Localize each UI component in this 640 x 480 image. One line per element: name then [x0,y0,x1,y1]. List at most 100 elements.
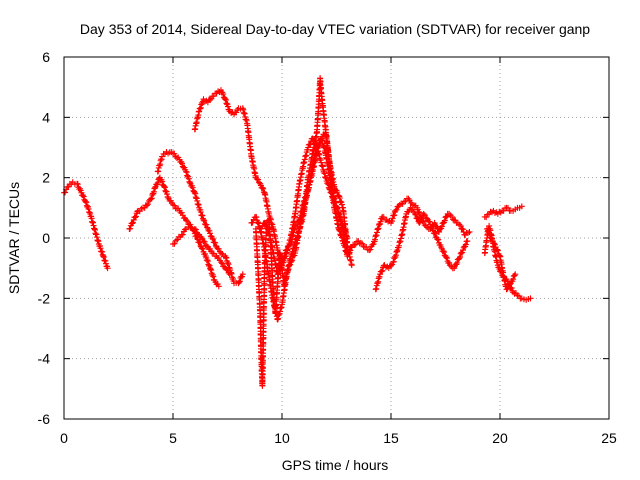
data-point-interp [304,188,311,195]
data-point-interp [262,220,269,227]
data-point-interp [484,211,491,218]
x-tick-label: 5 [169,430,177,446]
data-point-interp [431,230,438,237]
y-tick-label: -2 [38,290,51,306]
data-point-interp [189,184,196,191]
data-point-interp [233,279,240,286]
data-point-interp [224,266,231,273]
x-tick-label: 0 [60,430,68,446]
data-point-interp [265,226,272,233]
data-point-interp [440,248,447,255]
data-point-interp [237,105,244,112]
data-point-interp [465,229,472,236]
data-point-interp [491,241,498,248]
data-point-interp [334,189,341,196]
data-point-interp [275,270,282,277]
data-point-interp [412,202,419,209]
data-point-interp [420,218,427,225]
data-point-interp [437,241,444,248]
data-point-interp [260,185,267,192]
data-point-interp [265,271,272,278]
data-point-interp [196,239,203,246]
data-point-interp [64,184,71,191]
data-point-interp [345,249,352,256]
data-point-interp [295,228,302,235]
data-point-interp [196,239,203,246]
data-point-interp [234,107,241,114]
data-point-interp [258,225,265,232]
data-point-interp [388,262,394,269]
data-point-interp [165,194,172,201]
data-point-interp [269,249,276,256]
data-point-interp [339,204,346,211]
data-point-interp [393,248,400,255]
data-point-interp [494,246,501,253]
data-point-interp [399,200,406,207]
data-point-interp [525,296,532,303]
data-point-interp [171,240,178,247]
data-point-interp [463,238,470,245]
data-point-interp [441,249,448,256]
data-point-interp [438,223,445,230]
data-point-interp [489,235,496,242]
data-point-interp [236,279,243,286]
data-point-interp [259,184,266,191]
data-point-interp [132,214,139,221]
data-point-interp [201,217,208,224]
data-point-interp [402,213,409,220]
data-point-interp [287,255,294,262]
data-point-interp [62,189,69,196]
data-point-interp [206,262,213,269]
data-point-interp [293,222,300,229]
data-point-interp [195,108,202,115]
data-point-interp [175,205,182,212]
data-point-interp [510,276,517,283]
data-point-interp [485,228,492,235]
data-point-interp [261,246,268,253]
data-point-interp [309,164,316,171]
data-point-interp [300,201,307,208]
y-tick-label: 0 [42,230,50,246]
data-point-interp [510,273,517,280]
data-point-interp [214,281,221,288]
data-point-interp [504,204,511,211]
data-point-interp [186,179,193,186]
data-point-interp [512,290,519,297]
data-point-interp [367,246,374,253]
data-point-interp [517,295,524,302]
data-point-interp [201,250,208,257]
data-point-interp [376,273,383,280]
data-point-interp [80,193,87,200]
data-point-interp [317,156,324,163]
data-point-interp [351,242,358,249]
data-point-interp [456,221,463,228]
data-point-interp [417,214,424,221]
data-point-interp [265,209,272,216]
data-point-interp [255,176,262,183]
data-point-interp [95,238,102,245]
data-point-interp [91,225,98,232]
data-point-interp [357,239,364,246]
y-tick-label: -6 [38,411,51,427]
data-point-interp [143,202,150,209]
data-point-interp [260,328,267,335]
data-point-interp [300,160,307,167]
data-point-interp [501,274,508,281]
data-point-interp [456,255,463,262]
data-point-interp [203,243,210,250]
data-point-interp [144,201,151,208]
data-point-interp [426,218,433,225]
data-point-interp [225,269,232,276]
data-point-interp [175,154,182,161]
data-point-interp [441,217,448,224]
data-point-interp [181,226,188,233]
data-point-interp [339,237,346,244]
data-point-interp [203,221,210,228]
data-point-interp [104,263,111,270]
data-point-interp [369,241,376,248]
data-point-interp [359,240,366,247]
data-point-interp [278,264,285,271]
data-point-interp [252,172,259,179]
data-point-interp [146,197,153,204]
